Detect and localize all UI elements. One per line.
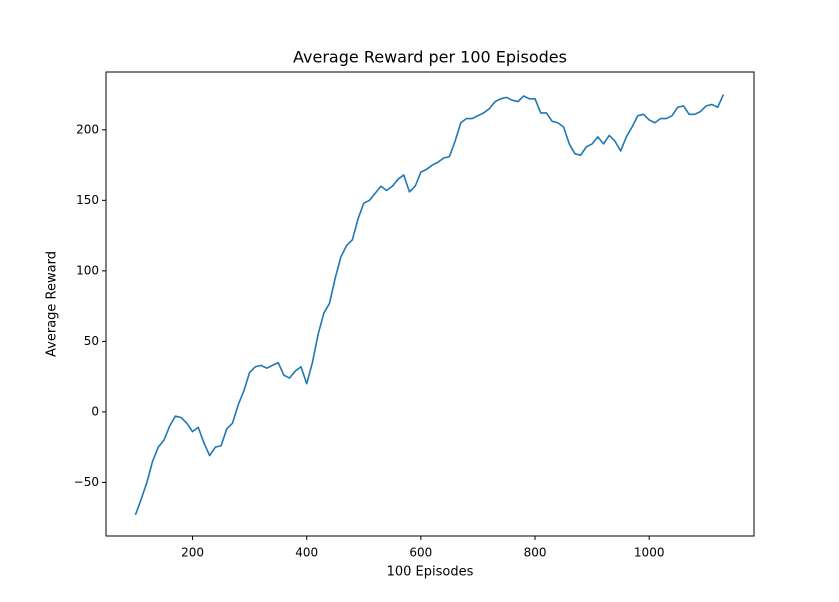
x-tick-label: 1000	[634, 546, 665, 560]
data-line	[134, 94, 725, 516]
plot-frame	[105, 71, 755, 537]
y-tick-label: 0	[91, 404, 99, 418]
x-tick-label: 800	[524, 546, 547, 560]
y-axis-label: Average Reward	[45, 251, 60, 357]
chart-title: Average Reward per 100 Episodes	[293, 48, 567, 67]
x-tick-label: 200	[181, 546, 204, 560]
y-tick-label: 200	[76, 122, 99, 136]
y-tick-label: 150	[76, 193, 99, 207]
x-axis-label: 100 Episodes	[387, 565, 474, 580]
y-tick-label: −50	[74, 475, 99, 489]
y-tick-label: 50	[84, 334, 99, 348]
x-tick-label: 400	[295, 546, 318, 560]
y-tick-label: 100	[76, 263, 99, 277]
x-tick-label: 600	[409, 546, 432, 560]
